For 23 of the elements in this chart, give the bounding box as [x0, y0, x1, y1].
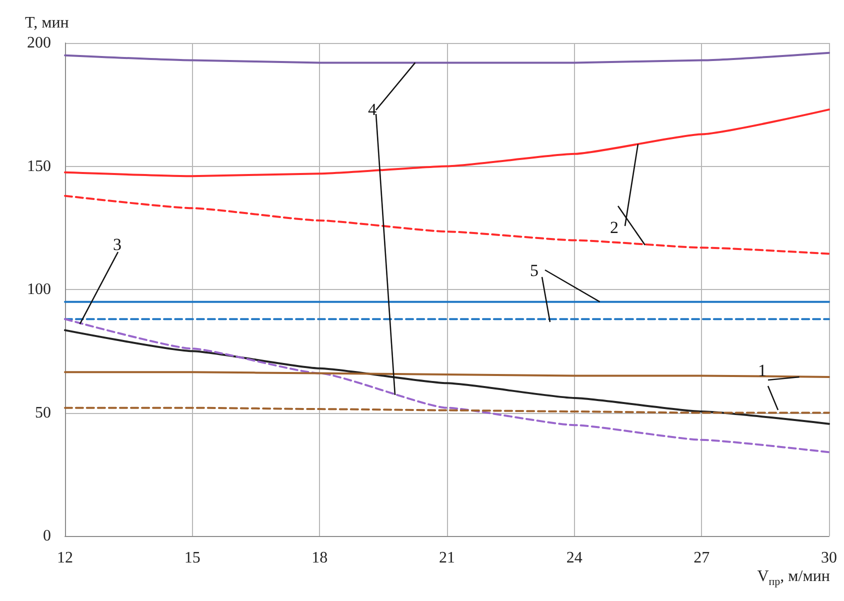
x-tick-label: 30	[821, 550, 837, 566]
line-series	[64, 194, 830, 255]
y-axis-title: T, мин	[25, 14, 70, 32]
x-tick-label: 21	[439, 550, 455, 566]
line-series	[64, 329, 830, 425]
y-tick-label: 200	[27, 34, 51, 52]
annotation: 2	[610, 218, 618, 237]
line-series	[64, 52, 830, 64]
annotation: 5	[530, 261, 538, 280]
annotation: 3	[113, 235, 122, 254]
y-tick-label: 150	[27, 158, 51, 175]
x-tick-label: 27	[694, 550, 710, 566]
y-tick-label: 50	[35, 404, 51, 422]
line-series	[64, 318, 830, 454]
x-tick-label: 12	[57, 550, 73, 566]
y-tick-label: 0	[43, 528, 51, 544]
y-tick-label: 100	[27, 281, 51, 298]
annotation: 1	[758, 361, 766, 380]
x-tick-label: 15	[184, 550, 200, 566]
x-tick-label: 24	[566, 550, 582, 566]
x-axis-title: V$_{пр}$, м/мин	[757, 568, 830, 588]
x-tick-label: 18	[312, 550, 328, 566]
annotation: 4	[368, 100, 376, 119]
